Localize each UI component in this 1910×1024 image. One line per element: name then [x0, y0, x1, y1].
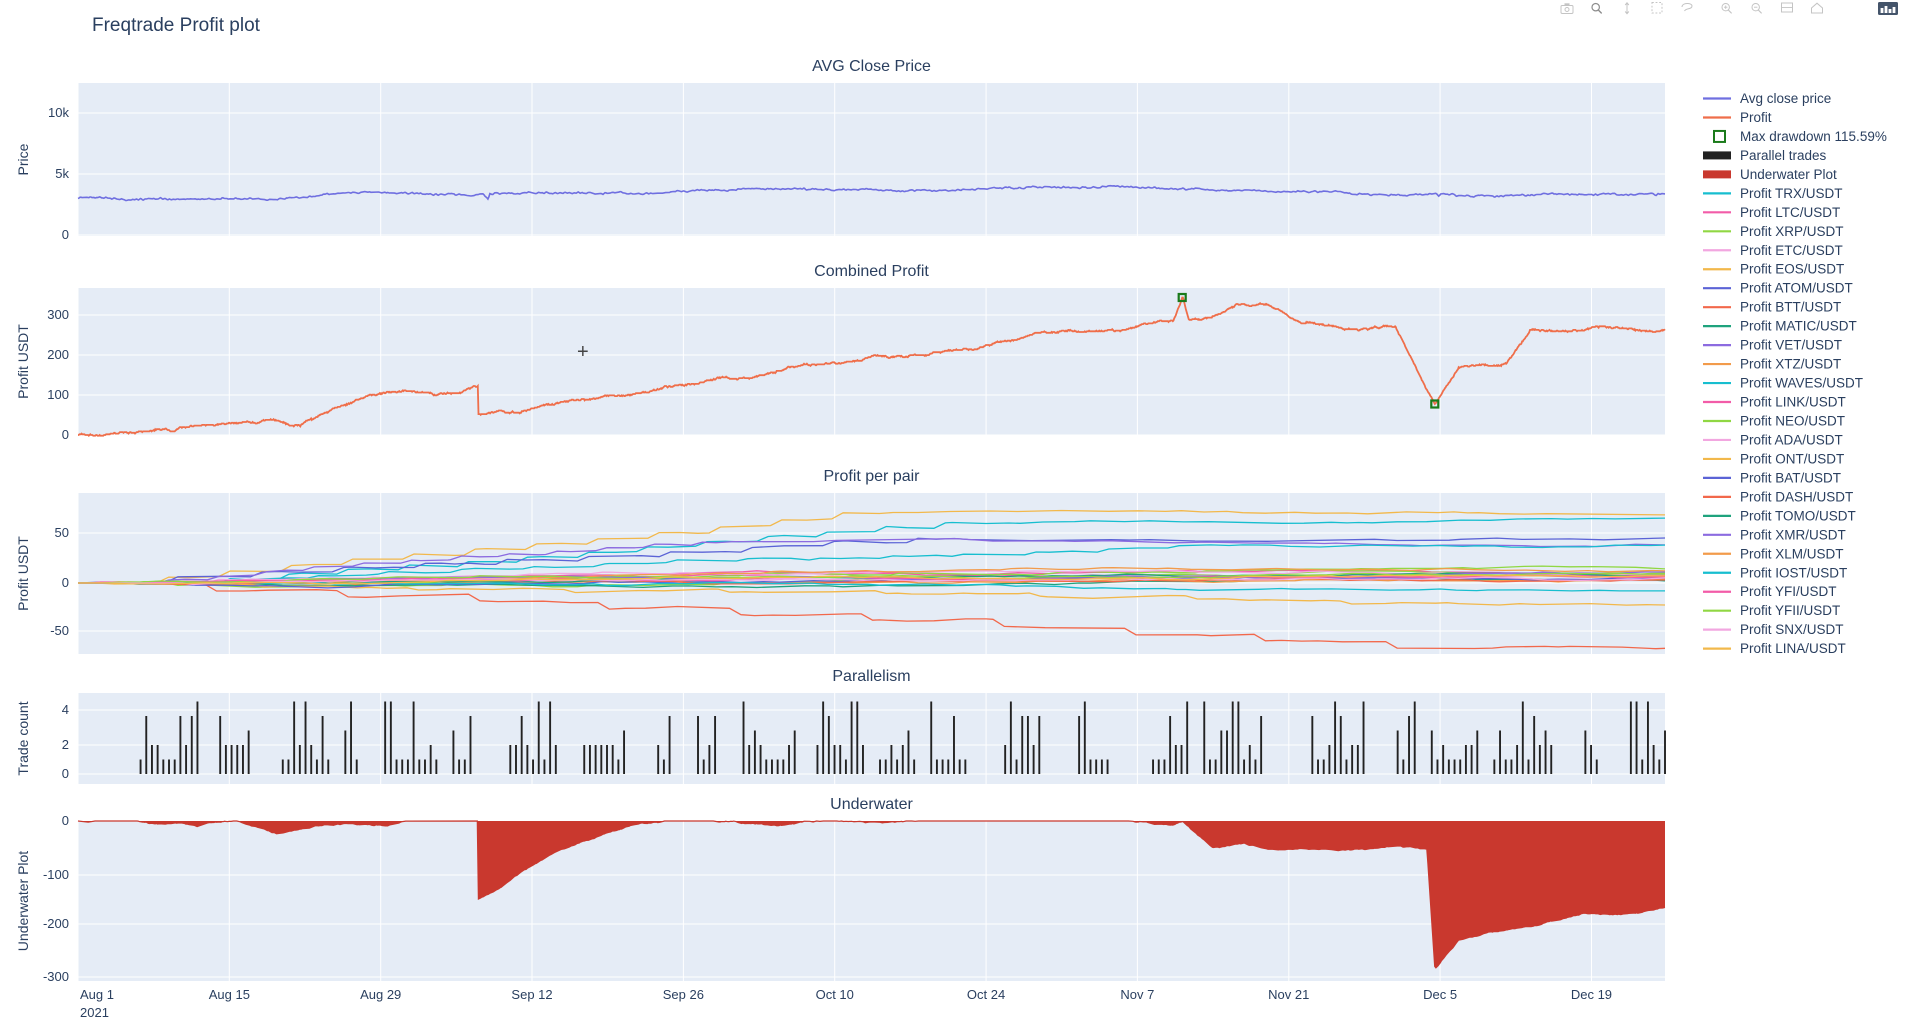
svg-text:Avg close price: Avg close price: [1740, 91, 1831, 106]
svg-text:Profit IOST/USDT: Profit IOST/USDT: [1740, 565, 1847, 580]
svg-text:Max drawdown 115.59%: Max drawdown 115.59%: [1740, 129, 1887, 144]
svg-text:Profit DASH/USDT: Profit DASH/USDT: [1740, 489, 1853, 504]
svg-text:Profit SNX/USDT: Profit SNX/USDT: [1740, 622, 1844, 637]
svg-text:Profit: Profit: [1740, 110, 1772, 125]
svg-text:-300: -300: [43, 969, 69, 984]
svg-text:200: 200: [47, 347, 69, 362]
svg-text:-50: -50: [50, 623, 69, 638]
svg-text:2: 2: [62, 737, 69, 752]
svg-text:Price: Price: [15, 143, 31, 175]
svg-text:0: 0: [62, 575, 69, 590]
svg-text:Profit USDT: Profit USDT: [15, 324, 31, 399]
svg-text:Profit XRP/USDT: Profit XRP/USDT: [1740, 224, 1844, 239]
svg-text:Parallel trades: Parallel trades: [1740, 148, 1827, 163]
svg-text:Profit YFII/USDT: Profit YFII/USDT: [1740, 603, 1840, 618]
svg-text:-100: -100: [43, 867, 69, 882]
svg-text:Underwater Plot: Underwater Plot: [1740, 167, 1837, 182]
svg-text:Profit TOMO/USDT: Profit TOMO/USDT: [1740, 508, 1856, 523]
svg-text:Profit NEO/USDT: Profit NEO/USDT: [1740, 413, 1845, 428]
svg-text:Nov 21: Nov 21: [1268, 987, 1309, 1002]
svg-text:2021: 2021: [80, 1005, 109, 1020]
svg-text:Underwater Plot: Underwater Plot: [15, 851, 31, 951]
svg-text:Aug 15: Aug 15: [209, 987, 250, 1002]
svg-text:10k: 10k: [48, 105, 69, 120]
svg-text:Profit ETC/USDT: Profit ETC/USDT: [1740, 243, 1843, 258]
svg-text:Profit LINA/USDT: Profit LINA/USDT: [1740, 641, 1846, 656]
svg-text:Profit XLM/USDT: Profit XLM/USDT: [1740, 546, 1844, 561]
svg-text:Profit LINK/USDT: Profit LINK/USDT: [1740, 395, 1846, 410]
svg-text:0: 0: [62, 813, 69, 828]
svg-text:50: 50: [55, 525, 69, 540]
svg-text:AVG Close Price: AVG Close Price: [812, 58, 931, 75]
svg-text:Profit EOS/USDT: Profit EOS/USDT: [1740, 262, 1844, 277]
svg-text:Oct 24: Oct 24: [967, 987, 1005, 1002]
svg-text:Dec 5: Dec 5: [1423, 987, 1457, 1002]
svg-text:-200: -200: [43, 916, 69, 931]
svg-text:Dec 19: Dec 19: [1571, 987, 1612, 1002]
svg-text:Profit ONT/USDT: Profit ONT/USDT: [1740, 451, 1844, 466]
svg-text:Sep 26: Sep 26: [663, 987, 704, 1002]
svg-text:Nov 7: Nov 7: [1120, 987, 1154, 1002]
svg-text:Aug 29: Aug 29: [360, 987, 401, 1002]
svg-text:Profit XTZ/USDT: Profit XTZ/USDT: [1740, 357, 1841, 372]
svg-text:Profit MATIC/USDT: Profit MATIC/USDT: [1740, 319, 1857, 334]
svg-text:Profit ATOM/USDT: Profit ATOM/USDT: [1740, 281, 1853, 296]
svg-text:4: 4: [62, 702, 69, 717]
svg-text:Oct 10: Oct 10: [816, 987, 854, 1002]
svg-text:Profit LTC/USDT: Profit LTC/USDT: [1740, 205, 1840, 220]
svg-text:Profit USDT: Profit USDT: [15, 536, 31, 611]
svg-text:Sep 12: Sep 12: [511, 987, 552, 1002]
svg-text:Profit ADA/USDT: Profit ADA/USDT: [1740, 432, 1843, 447]
svg-text:Profit TRX/USDT: Profit TRX/USDT: [1740, 186, 1843, 201]
svg-text:Underwater: Underwater: [830, 796, 913, 813]
svg-text:300: 300: [47, 307, 69, 322]
svg-text:0: 0: [62, 766, 69, 781]
svg-text:Trade count: Trade count: [15, 701, 31, 775]
svg-text:0: 0: [62, 427, 69, 442]
svg-text:Profit BTT/USDT: Profit BTT/USDT: [1740, 300, 1841, 315]
svg-text:Profit per pair: Profit per pair: [823, 468, 920, 485]
svg-text:Profit BAT/USDT: Profit BAT/USDT: [1740, 470, 1841, 485]
svg-text:100: 100: [47, 387, 69, 402]
svg-text:0: 0: [62, 227, 69, 242]
svg-text:Profit VET/USDT: Profit VET/USDT: [1740, 338, 1842, 353]
svg-text:Aug 1: Aug 1: [80, 987, 114, 1002]
svg-text:Combined Profit: Combined Profit: [814, 263, 929, 280]
svg-text:Profit WAVES/USDT: Profit WAVES/USDT: [1740, 376, 1863, 391]
svg-text:5k: 5k: [55, 166, 69, 181]
svg-text:Profit YFI/USDT: Profit YFI/USDT: [1740, 584, 1837, 599]
svg-text:Parallelism: Parallelism: [832, 668, 910, 685]
svg-text:Profit XMR/USDT: Profit XMR/USDT: [1740, 527, 1846, 542]
